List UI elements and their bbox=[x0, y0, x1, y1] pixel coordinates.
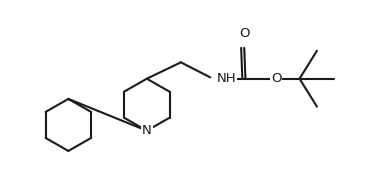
Text: O: O bbox=[271, 72, 282, 85]
Text: N: N bbox=[142, 124, 152, 137]
Text: NH: NH bbox=[217, 72, 236, 85]
Text: O: O bbox=[239, 27, 249, 40]
